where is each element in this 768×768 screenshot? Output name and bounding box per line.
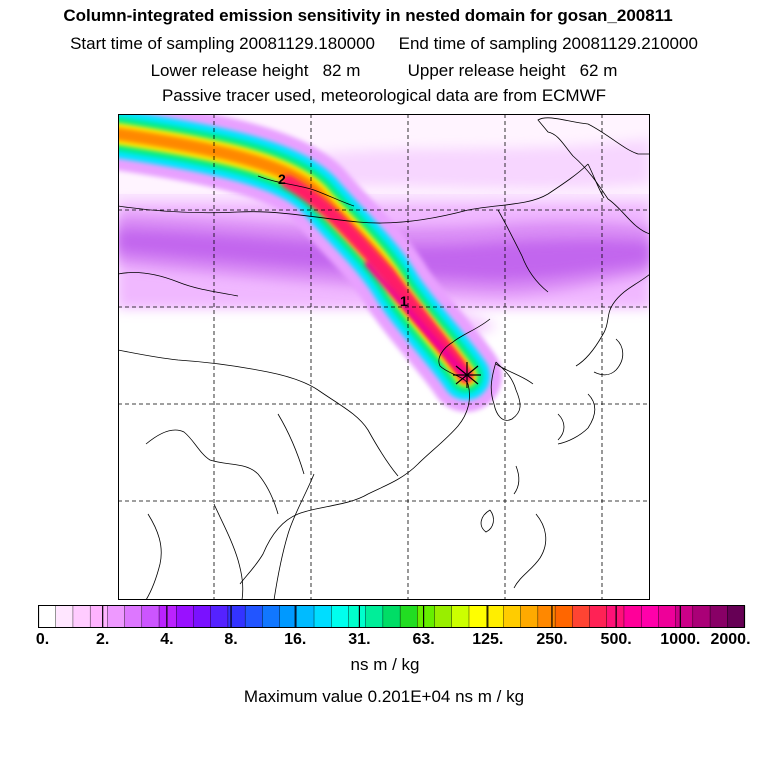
colorbar-cell bbox=[709, 605, 728, 628]
colorbar-cell bbox=[537, 605, 556, 628]
colorbar-cell bbox=[503, 605, 522, 628]
colorbar-cell bbox=[158, 605, 177, 628]
colorbar-cell bbox=[38, 605, 57, 628]
trajectory-label-2: 2 bbox=[278, 171, 286, 187]
colorbar-cell bbox=[141, 605, 160, 628]
colorbar-cell bbox=[365, 605, 384, 628]
colorbar-cell bbox=[348, 605, 367, 628]
colorbar-cell bbox=[296, 605, 315, 628]
lat-lon-grid bbox=[118, 114, 650, 600]
colorbar-cell bbox=[675, 605, 694, 628]
colorbar-tick-label: 0. bbox=[35, 631, 50, 648]
colorbar-cell bbox=[727, 605, 746, 628]
colorbar-cell bbox=[210, 605, 229, 628]
colorbar-cell bbox=[451, 605, 470, 628]
colorbar-tick-label: 2. bbox=[96, 631, 110, 648]
colorbar-cell bbox=[572, 605, 591, 628]
colorbar-cell bbox=[279, 605, 298, 628]
colorbar-tick-label: 4. bbox=[160, 631, 174, 648]
colorbar-cell bbox=[417, 605, 436, 628]
colorbar-cell bbox=[434, 605, 453, 628]
colorbar-tick-label: 63. bbox=[412, 631, 435, 648]
colorbar-cell bbox=[331, 605, 349, 628]
colorbar-cell bbox=[313, 605, 332, 628]
colorbar-tick-label: 125. bbox=[472, 631, 504, 648]
colorbar bbox=[38, 605, 746, 628]
colorbar-cell bbox=[55, 605, 74, 628]
colorbar-units: ns m / kg bbox=[350, 655, 420, 674]
plot-title: Column-integrated emission sensitivity i… bbox=[63, 6, 673, 25]
colorbar-tick-label: 16. bbox=[284, 631, 307, 648]
colorbar-tick-label: 2000. bbox=[710, 631, 751, 648]
colorbar-cell bbox=[486, 605, 504, 628]
colorbar-cell bbox=[89, 605, 108, 628]
sensitivity-plume bbox=[118, 114, 502, 412]
colorbar-cell bbox=[468, 605, 487, 628]
coastlines bbox=[145, 117, 650, 600]
colorbar-tick-label: 8. bbox=[224, 631, 238, 648]
colorbar-cell bbox=[520, 605, 539, 628]
colorbar-cell bbox=[72, 605, 91, 628]
colorbar-cell bbox=[399, 605, 418, 628]
colorbar-cell bbox=[176, 605, 194, 628]
colorbar-cell bbox=[640, 605, 659, 628]
colorbar-cell bbox=[623, 605, 642, 628]
sampling-times: Start time of sampling 20081129.180000 E… bbox=[70, 34, 698, 53]
colorbar-cell bbox=[554, 605, 573, 628]
colorbar-cell bbox=[606, 605, 625, 628]
colorbar-cell bbox=[262, 605, 281, 628]
release-heights: Lower release height 82 m Upper release … bbox=[150, 61, 618, 80]
colorbar-cell bbox=[692, 605, 711, 628]
map-frame bbox=[118, 114, 650, 600]
trajectory-label-1: 1 bbox=[400, 293, 408, 309]
colorbar-tick-label: 1000. bbox=[660, 631, 701, 648]
release-star-icon bbox=[453, 362, 481, 388]
colorbar-cell bbox=[193, 605, 212, 628]
tracer-info: Passive tracer used, meteorological data… bbox=[161, 86, 607, 105]
colorbar-tick-label: 250. bbox=[536, 631, 568, 648]
colorbar-cell bbox=[244, 605, 263, 628]
colorbar-cell bbox=[658, 605, 677, 628]
colorbar-cell bbox=[107, 605, 126, 628]
maximum-value: Maximum value 0.201E+04 ns m / kg bbox=[243, 687, 525, 706]
colorbar-cell bbox=[124, 605, 143, 628]
emission-map: 2 1 bbox=[118, 114, 650, 600]
colorbar-tick-label: 500. bbox=[600, 631, 632, 648]
colorbar-tick-label: 31. bbox=[348, 631, 371, 648]
colorbar-cell bbox=[589, 605, 608, 628]
country-borders bbox=[118, 163, 605, 477]
colorbar-cell bbox=[382, 605, 401, 628]
